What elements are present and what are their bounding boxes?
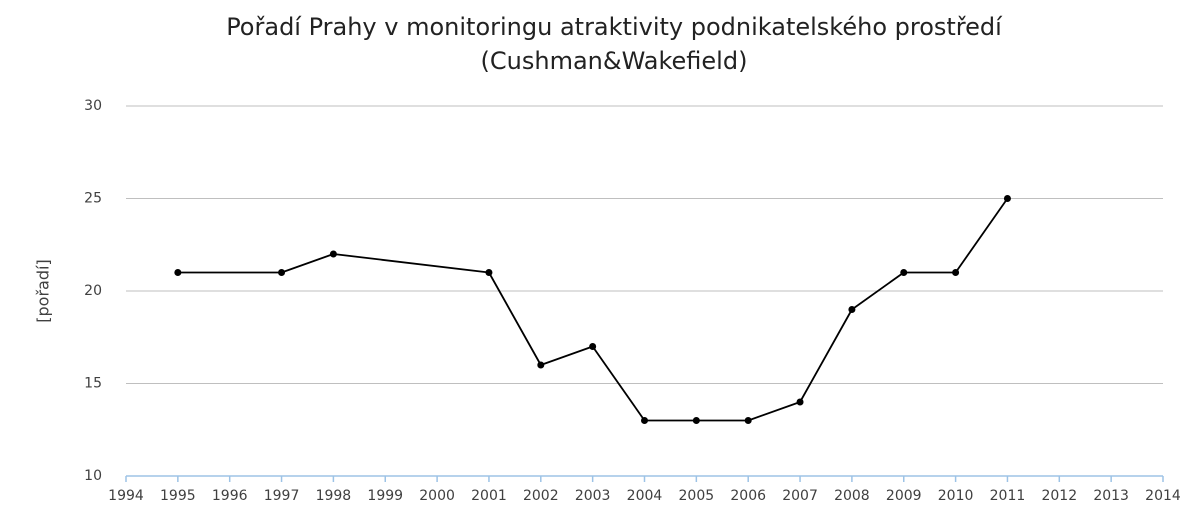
x-tick-label: 2008: [834, 488, 870, 504]
x-tick-label: 2014: [1145, 488, 1181, 504]
x-tick-label: 2003: [575, 488, 611, 504]
data-point: [692, 417, 700, 424]
x-tick-label: 2009: [886, 488, 922, 504]
x-tick-label: 1999: [367, 488, 403, 504]
x-tick-label: 2012: [1041, 488, 1077, 504]
data-point: [744, 417, 752, 424]
data-point: [796, 398, 804, 406]
y-tick-label: 15: [84, 376, 102, 392]
x-tick-label: 1995: [160, 488, 196, 504]
data-point: [485, 269, 493, 276]
data-point: [537, 361, 545, 369]
data-point: [1003, 195, 1011, 202]
x-tick-label: 1998: [316, 488, 352, 504]
x-tick-label: 2004: [627, 488, 663, 504]
data-point: [900, 269, 908, 276]
y-tick-label: 10: [84, 468, 102, 484]
x-tick-label: 2005: [679, 488, 715, 504]
x-tick-label: 2007: [782, 488, 818, 504]
x-tick-label: 2000: [419, 488, 455, 504]
x-tick-label: 2002: [523, 488, 559, 504]
y-tick-label: 30: [84, 98, 102, 114]
x-tick-label: 2011: [990, 488, 1026, 504]
x-tick-label: 2013: [1093, 488, 1129, 504]
chart-title: Pořadí Prahy v monitoringu atraktivity p…: [226, 13, 1003, 41]
data-point: [329, 250, 337, 258]
x-tick-label: 2001: [471, 488, 507, 504]
x-tick-label: 2006: [730, 488, 766, 504]
x-tick-label: 1994: [108, 488, 144, 504]
y-tick-label: 25: [84, 191, 102, 207]
data-point: [174, 269, 182, 276]
data-point: [278, 269, 286, 276]
data-point: [589, 343, 597, 350]
data-point: [952, 269, 960, 276]
series-line: [177, 197, 1009, 422]
data-point: [641, 417, 648, 424]
data-point: [848, 306, 856, 313]
x-tick-label: 1996: [212, 488, 248, 504]
chart-subtitle: (Cushman&Wakefield): [481, 47, 748, 75]
x-tick-label: 2010: [938, 488, 974, 504]
y-tick-label: 20: [84, 283, 102, 299]
y-axis-label: [pořadí]: [34, 259, 53, 322]
x-tick-label: 1997: [264, 488, 300, 504]
